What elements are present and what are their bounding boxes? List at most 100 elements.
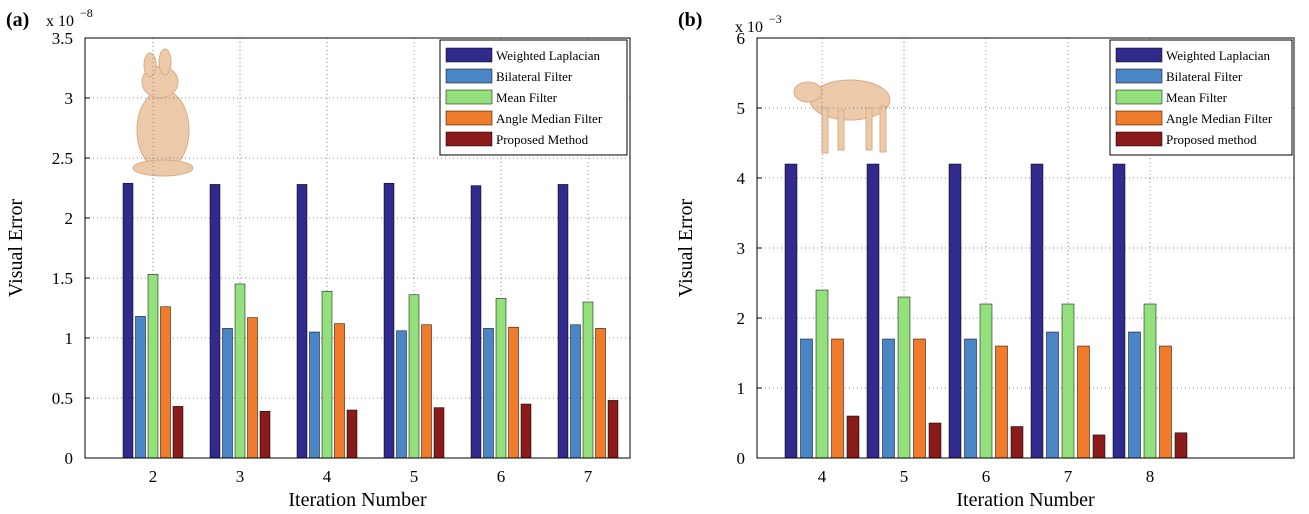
x-tick-label: 6	[982, 467, 991, 486]
bar	[1011, 427, 1023, 459]
bar	[496, 298, 506, 458]
bar	[384, 183, 394, 458]
bar	[136, 316, 146, 458]
bar	[521, 404, 531, 458]
legend-label: Weighted Laplacian	[1166, 48, 1270, 63]
bar	[785, 164, 797, 458]
bar	[434, 408, 444, 458]
bar	[1175, 433, 1187, 458]
bar	[422, 325, 432, 458]
bar	[883, 339, 895, 458]
y-tick-label: 4	[737, 169, 746, 188]
bar	[409, 295, 419, 458]
legend-swatch	[446, 111, 492, 125]
y-exponent: −3	[769, 12, 782, 26]
legend-label: Proposed method	[1166, 132, 1257, 147]
x-tick-label: 8	[1146, 467, 1155, 486]
legend-label: Weighted Laplacian	[496, 48, 600, 63]
bar	[914, 339, 926, 458]
bar	[397, 331, 407, 458]
y-multiplier: x 10	[735, 19, 763, 36]
bar	[310, 332, 320, 458]
y-multiplier: x 10	[46, 13, 74, 30]
legend-label: Bilateral Filter	[1166, 69, 1243, 84]
legend-swatch	[1116, 111, 1162, 125]
bar	[980, 304, 992, 458]
bar	[297, 184, 307, 458]
y-axis-label: Visual Error	[675, 199, 697, 298]
bar	[898, 297, 910, 458]
bar	[210, 184, 220, 458]
bar	[847, 416, 859, 458]
bar	[148, 274, 158, 458]
bar	[996, 346, 1008, 458]
bar	[1093, 435, 1105, 458]
bar	[1144, 304, 1156, 458]
bar	[260, 411, 270, 458]
legend-swatch	[446, 90, 492, 104]
y-tick-label: 5	[737, 99, 746, 118]
legend-label: Bilateral Filter	[496, 69, 573, 84]
panel-label: (a)	[6, 9, 29, 31]
bar	[1078, 346, 1090, 458]
y-tick-label: 2	[737, 309, 746, 328]
bar	[583, 302, 593, 458]
bar	[335, 324, 345, 458]
legend-label: Angle Median Filter	[1166, 111, 1273, 126]
y-exponent: −8	[80, 6, 93, 20]
x-tick-label: 3	[236, 467, 245, 486]
x-axis-label: Iteration Number	[956, 489, 1095, 511]
y-tick-label: 0	[65, 449, 74, 468]
bar	[173, 406, 183, 458]
legend-swatch	[1116, 69, 1162, 83]
legend-label: Proposed Method	[496, 132, 589, 147]
bar	[123, 183, 133, 458]
x-tick-label: 7	[584, 467, 593, 486]
x-tick-label: 2	[149, 467, 158, 486]
bar	[509, 327, 519, 458]
page: {"chart_data": [ {"type": "bar", "panel"…	[0, 0, 1309, 514]
y-tick-label: 3	[65, 89, 74, 108]
bar	[1129, 332, 1141, 458]
legend-label: Angle Median Filter	[496, 111, 603, 126]
y-axis-label: Visual Error	[5, 199, 27, 298]
bar	[484, 328, 494, 458]
x-tick-label: 6	[497, 467, 506, 486]
legend-swatch	[446, 48, 492, 62]
x-tick-label: 5	[410, 467, 419, 486]
bar	[223, 328, 233, 458]
legend-label: Mean Filter	[496, 90, 558, 105]
bar	[867, 164, 879, 458]
x-tick-label: 5	[900, 467, 909, 486]
bar	[322, 291, 332, 458]
y-tick-label: 0.5	[52, 389, 73, 408]
bar	[161, 307, 171, 458]
bar	[558, 184, 568, 458]
y-tick-label: 3	[737, 239, 746, 258]
bunny-image	[133, 49, 193, 176]
bar	[1047, 332, 1059, 458]
bar	[816, 290, 828, 458]
legend-swatch	[446, 132, 492, 146]
legend-swatch	[1116, 48, 1162, 62]
x-tick-label: 4	[323, 467, 332, 486]
panel-label: (b)	[678, 9, 702, 31]
x-axis-label: Iteration Number	[288, 489, 427, 511]
bar	[571, 325, 581, 458]
chart: 00.511.522.533.5234567(a)x 10−8Iteration…	[0, 0, 1309, 514]
x-tick-label: 7	[1064, 467, 1073, 486]
y-tick-label: 3.5	[52, 29, 73, 48]
bar	[832, 339, 844, 458]
legend-swatch	[1116, 90, 1162, 104]
y-tick-label: 1	[737, 379, 746, 398]
y-tick-label: 1.5	[52, 269, 73, 288]
bar	[596, 328, 606, 458]
bar	[248, 318, 258, 458]
legend-swatch	[1116, 132, 1162, 146]
bar	[929, 423, 941, 458]
bar	[949, 164, 961, 458]
bar	[1062, 304, 1074, 458]
bar	[1160, 346, 1172, 458]
bar	[1031, 164, 1043, 458]
